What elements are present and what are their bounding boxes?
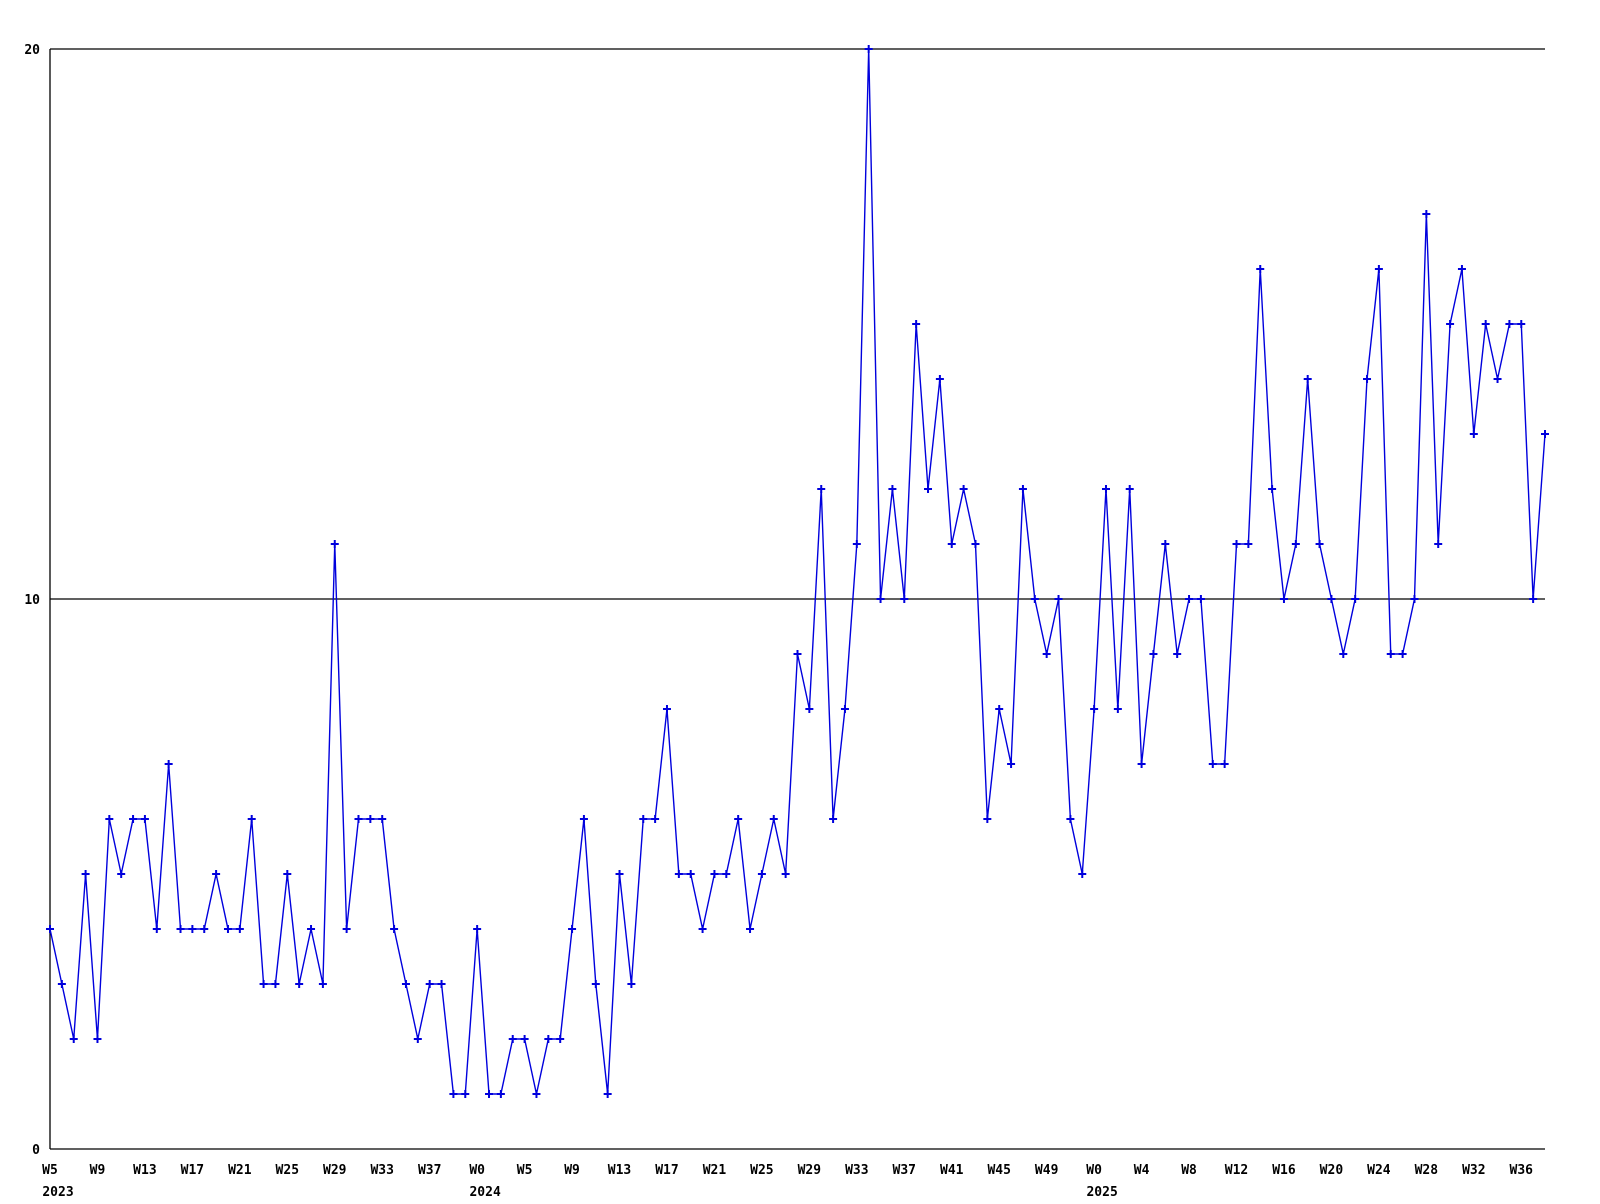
x-tick-label: W21: [703, 1163, 727, 1178]
x-tick-label: W28: [1415, 1163, 1439, 1178]
x-tick-label: W37: [418, 1163, 441, 1178]
x-tick-label: W20: [1320, 1163, 1344, 1178]
x-tick-label: W13: [608, 1163, 631, 1178]
x-tick-label: W49: [1035, 1163, 1058, 1178]
data-point-markers: [46, 45, 1549, 1098]
x-tick-label: W45: [987, 1163, 1010, 1178]
x-tick-label: W0: [469, 1163, 485, 1178]
x-tick-label: W5: [517, 1163, 533, 1178]
y-tick-label: 20: [24, 43, 40, 58]
x-tick-label: W41: [940, 1163, 964, 1178]
x-tick-label: W16: [1272, 1163, 1296, 1178]
x-tick-label: W29: [323, 1163, 346, 1178]
x-year-label: 2025: [1086, 1185, 1117, 1200]
x-tick-label: W0: [1086, 1163, 1102, 1178]
x-tick-label: W5: [42, 1163, 58, 1178]
x-tick-label: W32: [1462, 1163, 1485, 1178]
x-tick-label: W33: [845, 1163, 868, 1178]
x-tick-label: W9: [90, 1163, 106, 1178]
x-tick-label: W21: [228, 1163, 252, 1178]
series-line: [49, 48, 1546, 1095]
x-tick-label: W24: [1367, 1163, 1391, 1178]
x-tick-label: W37: [893, 1163, 916, 1178]
x-tick-label: W33: [370, 1163, 393, 1178]
y-tick-label: 10: [24, 593, 40, 608]
y-tick-label: 0: [32, 1143, 40, 1158]
x-tick-label: W4: [1134, 1163, 1150, 1178]
x-tick-label: W12: [1225, 1163, 1248, 1178]
x-tick-label: W29: [798, 1163, 821, 1178]
x-year-label: 2024: [469, 1185, 500, 1200]
x-tick-label: W25: [276, 1163, 299, 1178]
x-tick-label: W17: [655, 1163, 678, 1178]
x-year-label: 2023: [42, 1185, 73, 1200]
x-tick-label: W8: [1181, 1163, 1197, 1178]
x-tick-label: W9: [564, 1163, 580, 1178]
x-tick-label: W25: [750, 1163, 773, 1178]
x-tick-label: W36: [1510, 1163, 1534, 1178]
x-tick-label: W17: [181, 1163, 204, 1178]
x-tick-label: W13: [133, 1163, 156, 1178]
